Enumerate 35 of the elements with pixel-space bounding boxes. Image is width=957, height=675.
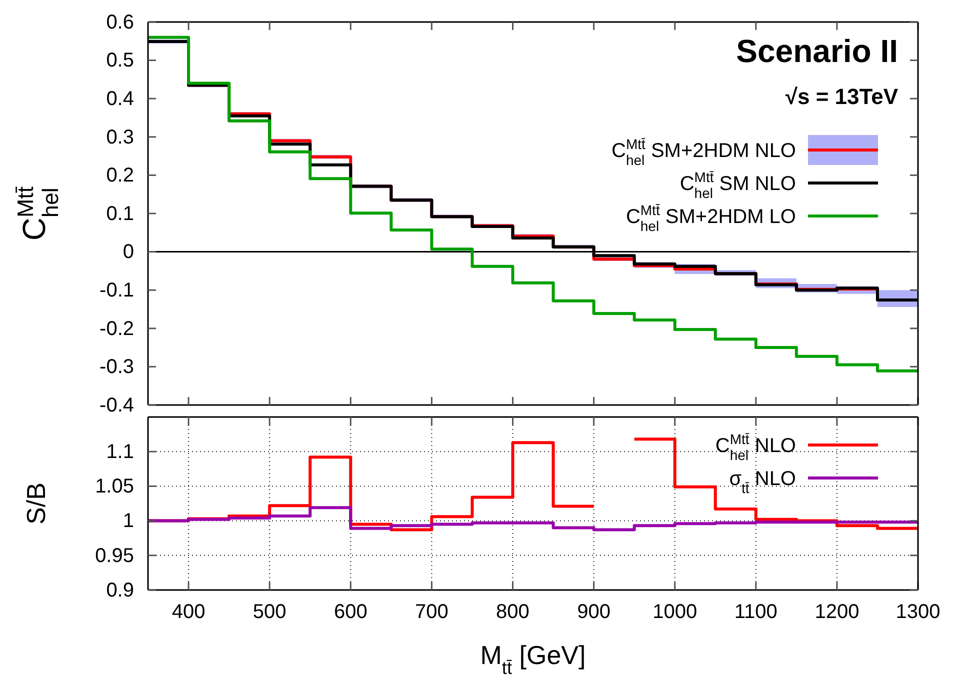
y-tick-label: 0.95 bbox=[95, 544, 134, 567]
y-tick-label: 1.1 bbox=[106, 441, 134, 463]
y-tick-label: 1 bbox=[122, 510, 134, 532]
y-tick-label: 0.5 bbox=[106, 50, 134, 72]
y-tick-label: 0 bbox=[122, 241, 134, 264]
x-tick-label: 600 bbox=[334, 601, 368, 624]
y-tick-label: 0.1 bbox=[106, 202, 134, 225]
legend-label: C$_{hel}$$^{Mtt̄}$ NLO bbox=[715, 431, 796, 463]
y-tick-label: 0.3 bbox=[106, 126, 134, 148]
x-tick-label: 900 bbox=[577, 601, 610, 624]
y-tick-label: -0.1 bbox=[100, 280, 134, 302]
x-axis-title: M$_{tt̄}$ [GeV] bbox=[480, 640, 586, 675]
x-tick-label: 400 bbox=[172, 601, 206, 624]
legend-label: C$_{hel}$$^{Mtt̄}$ SM+2HDM NLO bbox=[612, 136, 796, 168]
y-tick-label: 0.9 bbox=[106, 579, 134, 602]
x-tick-label: 1300 bbox=[896, 601, 940, 624]
y-tick-label: 1.05 bbox=[95, 476, 134, 498]
y-tick-label: 0.6 bbox=[106, 11, 134, 34]
y-tick-label: -0.3 bbox=[100, 356, 134, 378]
y-tick-label: -0.4 bbox=[100, 394, 134, 416]
x-tick-label: 1200 bbox=[814, 601, 860, 624]
x-tick-label: 800 bbox=[496, 601, 530, 624]
legend-label: C$_{hel}$$^{Mtt̄}$ SM NLO bbox=[680, 169, 796, 201]
x-tick-label: 1100 bbox=[734, 601, 778, 624]
y-tick-label: 0.2 bbox=[106, 164, 134, 187]
annotation: √s = 13TeV bbox=[785, 84, 898, 109]
x-tick-label: 700 bbox=[414, 601, 448, 624]
y-tick-label: 0.4 bbox=[106, 88, 134, 110]
x-tick-label: 500 bbox=[252, 601, 286, 624]
y-tick-label: -0.2 bbox=[100, 318, 134, 340]
annotation: Scenario II bbox=[736, 33, 898, 69]
legend-label: C$_{hel}$$^{Mtt̄}$ SM+2HDM LO bbox=[626, 202, 796, 234]
x-tick-label: 1000 bbox=[652, 601, 698, 624]
y-axis-title: S/B bbox=[21, 482, 51, 524]
legend-label: σ$_{tt̄}$ NLO bbox=[729, 468, 796, 496]
